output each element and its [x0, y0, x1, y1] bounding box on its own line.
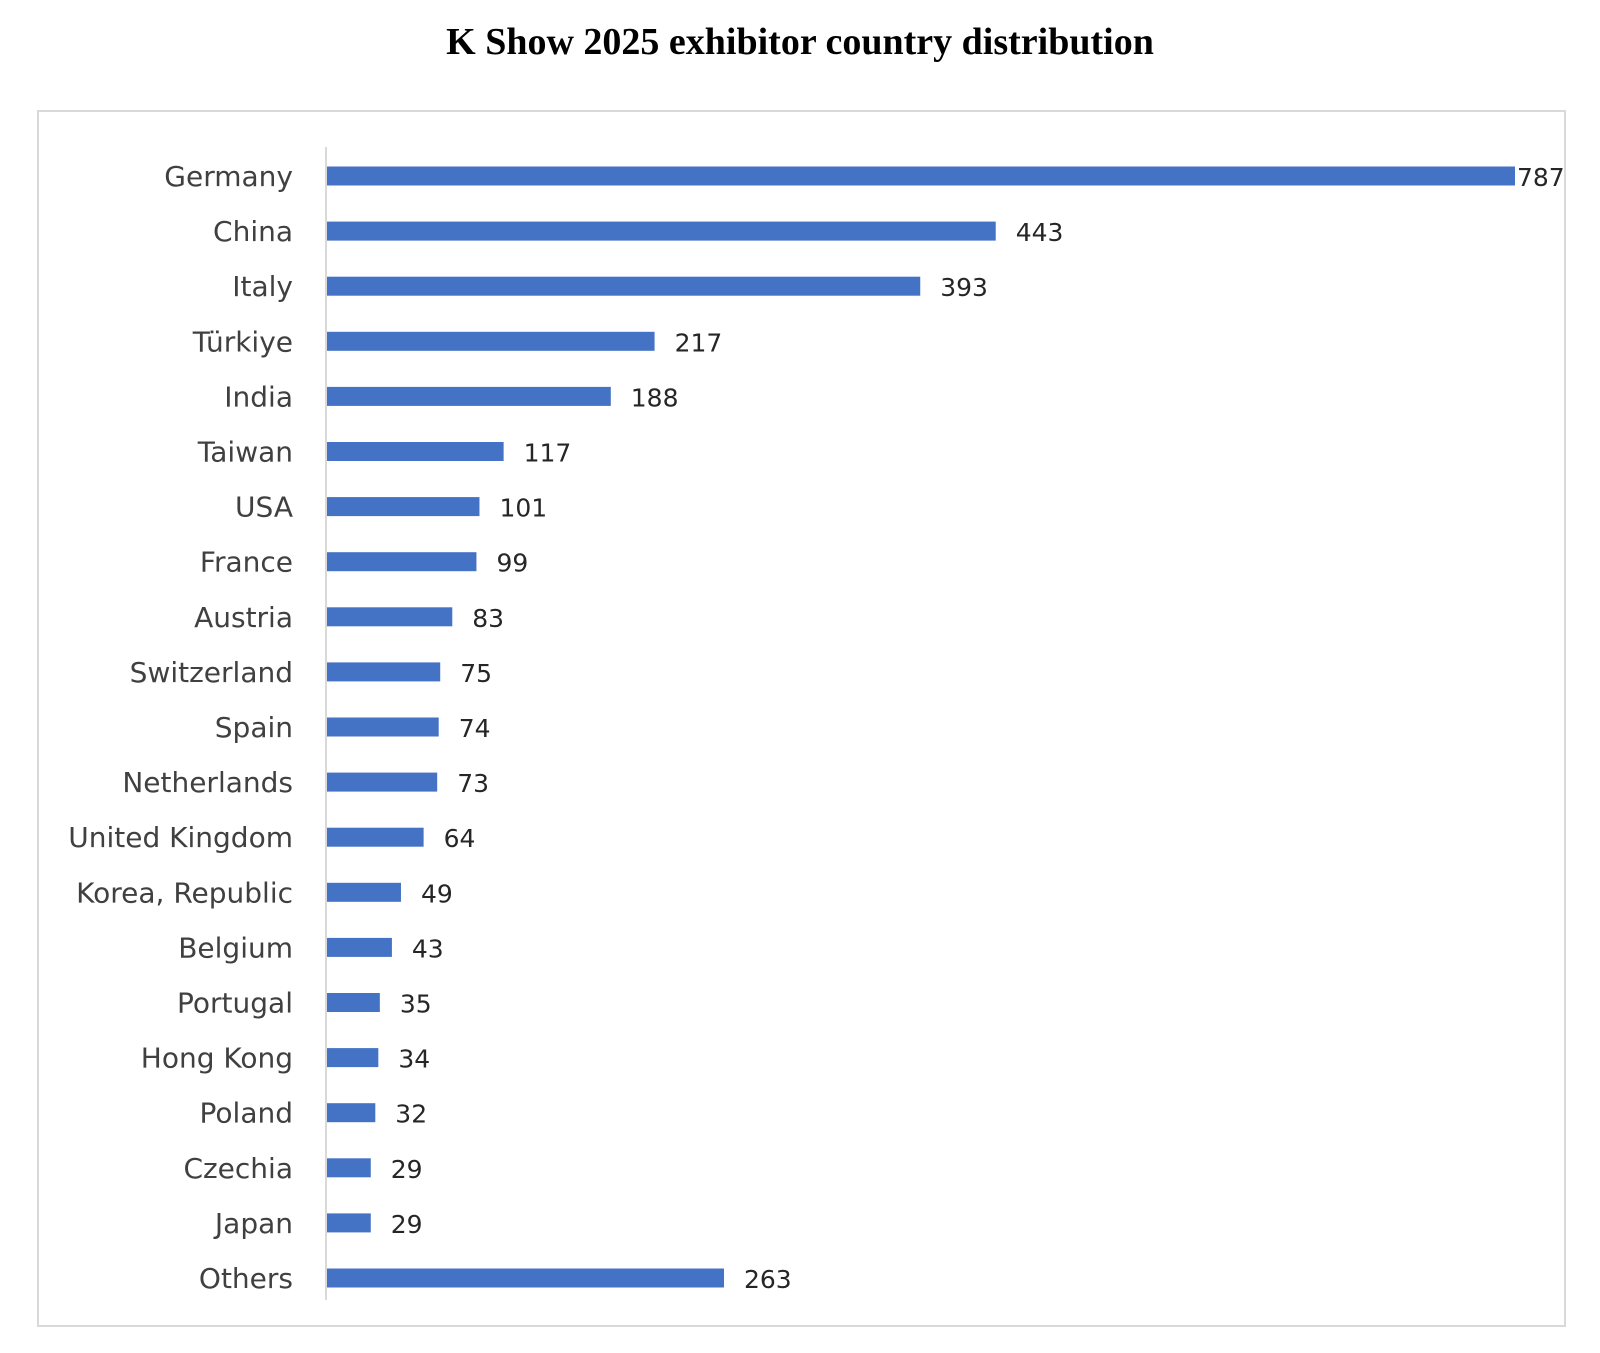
bar — [327, 772, 438, 792]
category-label: Türkiye — [192, 325, 293, 358]
category-label: Portugal — [177, 987, 293, 1020]
category-label: Others — [199, 1262, 293, 1295]
category-label: Switzerland — [130, 656, 293, 689]
category-label: Germany — [164, 160, 293, 193]
value-label: 34 — [398, 1045, 430, 1074]
bar — [327, 827, 424, 847]
value-label: 393 — [940, 273, 988, 302]
category-label: Japan — [213, 1207, 293, 1240]
category-label: Poland — [200, 1097, 293, 1130]
category-label: USA — [235, 491, 293, 524]
bar — [327, 331, 655, 351]
value-labels-layer: 787 443 393 217 188 117 101 99 83 75 74 73 64 49 43 35 3… — [391, 163, 1565, 1294]
bar — [327, 221, 996, 241]
bar — [327, 882, 401, 902]
value-label: 32 — [395, 1100, 427, 1129]
category-label: India — [224, 380, 293, 413]
bar — [327, 276, 921, 296]
value-label: 101 — [499, 494, 547, 523]
bar — [327, 552, 477, 572]
value-label: 443 — [1016, 218, 1064, 247]
category-label: Hong Kong — [141, 1042, 293, 1075]
category-label: France — [200, 546, 293, 579]
bar — [327, 937, 392, 957]
value-label: 43 — [412, 934, 444, 963]
bar — [327, 442, 504, 461]
value-label: 75 — [460, 659, 492, 688]
bar — [327, 1268, 725, 1288]
bar — [327, 497, 480, 517]
bar — [327, 1048, 379, 1068]
chart-frame — [37, 110, 1566, 1327]
category-label: Belgium — [178, 931, 293, 964]
value-label: 263 — [744, 1265, 792, 1294]
value-label: 35 — [400, 990, 432, 1019]
bar — [327, 386, 611, 406]
category-label: Netherlands — [122, 766, 293, 799]
value-label: 74 — [459, 714, 491, 743]
category-label: Taiwan — [197, 436, 293, 469]
bar — [327, 1158, 371, 1178]
category-label: China — [213, 215, 293, 248]
category-label: United Kingdom — [68, 821, 293, 854]
category-label: Korea, Republic — [76, 876, 293, 909]
category-labels-layer: Germany China Italy Türkiye India Taiwan USA Fr… — [68, 160, 293, 1295]
bars-layer — [327, 166, 1515, 1288]
value-label: 49 — [421, 879, 453, 908]
bar — [327, 993, 380, 1012]
bar — [327, 607, 453, 627]
value-label: 787 — [1517, 163, 1565, 192]
bar — [327, 717, 439, 737]
value-label: 29 — [391, 1155, 423, 1184]
value-label: 83 — [472, 604, 504, 633]
bar — [327, 166, 1515, 186]
category-label: Czechia — [183, 1152, 293, 1185]
category-label: Austria — [194, 601, 293, 634]
value-label: 188 — [631, 383, 679, 412]
bar — [327, 1213, 371, 1233]
value-label: 64 — [444, 824, 476, 853]
value-label: 29 — [391, 1210, 423, 1239]
value-label: 217 — [675, 328, 723, 357]
bar — [327, 1103, 376, 1123]
chart-title: K Show 2025 exhibitor country distributi… — [446, 21, 1154, 63]
value-label: 117 — [524, 439, 572, 468]
value-label: 73 — [457, 769, 489, 798]
value-label: 99 — [496, 549, 528, 578]
category-label: Spain — [215, 711, 293, 744]
bar — [327, 662, 441, 682]
category-label: Italy — [232, 270, 293, 303]
